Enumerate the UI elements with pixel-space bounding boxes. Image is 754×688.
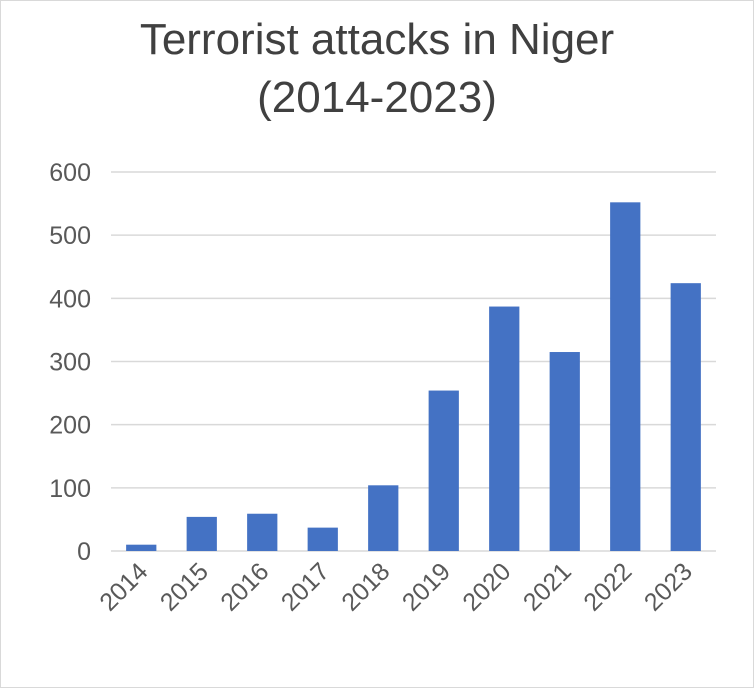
chart-title-line-2: (2014-2023) [257, 73, 497, 122]
y-tick-label: 300 [49, 349, 91, 377]
x-tick-label: 2019 [397, 557, 456, 616]
bar-2022 [610, 202, 641, 551]
x-tick-label: 2020 [457, 557, 516, 616]
y-tick-label: 0 [77, 538, 91, 566]
bar-2017 [307, 527, 338, 551]
x-tick-label: 2015 [155, 557, 214, 616]
chart-title-line-1: Terrorist attacks in Niger [139, 15, 615, 64]
x-tick-label: 2018 [336, 557, 395, 616]
y-tick-label: 500 [49, 222, 91, 250]
bar-2021 [549, 352, 580, 551]
y-tick-label: 100 [49, 475, 91, 503]
x-tick-label: 2022 [578, 557, 637, 616]
x-tick-label: 2023 [639, 557, 698, 616]
bar-2016 [247, 513, 278, 551]
y-tick-label: 600 [49, 159, 91, 187]
bar-2020 [489, 306, 520, 551]
chart-title: Terrorist attacks in Niger (2014-2023) [1, 11, 753, 127]
bar-2018 [368, 485, 399, 551]
y-tick-label: 400 [49, 285, 91, 313]
bar-2014 [126, 544, 157, 551]
x-tick-label: 2016 [215, 557, 274, 616]
y-tick-label: 200 [49, 412, 91, 440]
x-tick-label: 2014 [94, 557, 153, 616]
x-tick-label: 2017 [276, 557, 335, 616]
bar-2023 [670, 283, 701, 551]
bar-2019 [428, 390, 459, 551]
x-tick-label: 2021 [518, 557, 577, 616]
bar-2015 [186, 516, 217, 551]
